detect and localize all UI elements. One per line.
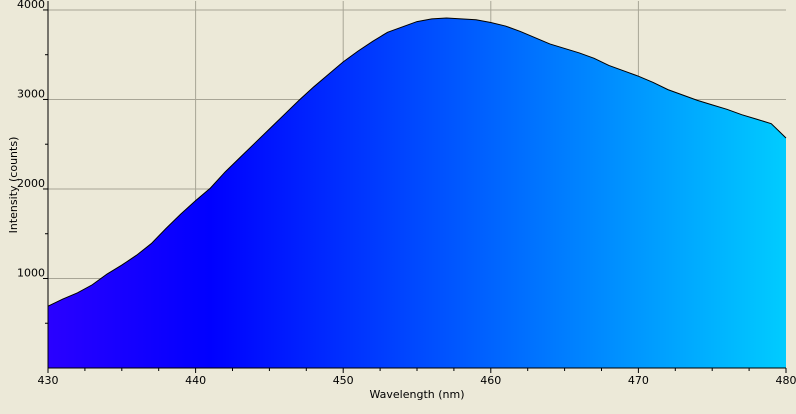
x-tick-label: 470	[628, 374, 649, 387]
y-tick-label: 3000	[17, 87, 45, 100]
x-tick-label: 430	[38, 374, 59, 387]
y-axis-label: Intensity (counts)	[7, 137, 20, 234]
x-tick-label: 480	[776, 374, 796, 387]
y-tick-label: 1000	[17, 266, 45, 279]
x-tick-label: 450	[333, 374, 354, 387]
x-axis-label: Wavelength (nm)	[369, 388, 464, 401]
y-tick-label: 4000	[17, 0, 45, 11]
y-tick-label: 2000	[17, 177, 45, 190]
x-tick-label: 460	[480, 374, 501, 387]
x-tick-label: 440	[185, 374, 206, 387]
